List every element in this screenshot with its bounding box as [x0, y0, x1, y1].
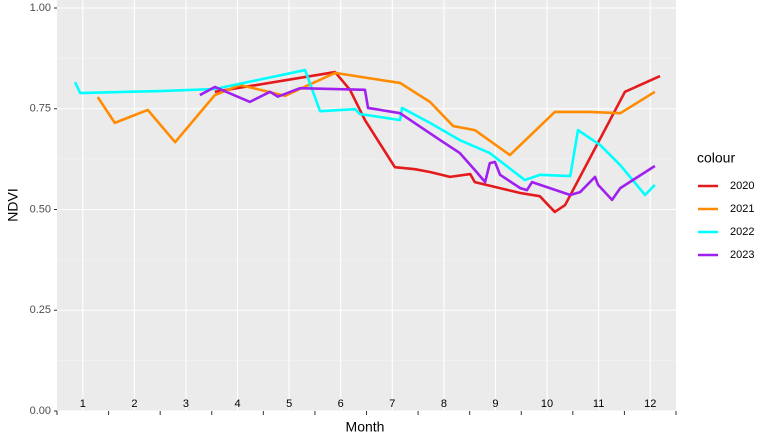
- y-tick-label: 0.75: [30, 103, 51, 115]
- data-line: [96, 71, 656, 157]
- x-tick-label: 12: [644, 398, 656, 410]
- y-axis-title: NDVI: [5, 188, 21, 221]
- x-tick-label: 6: [338, 398, 344, 410]
- y-tick-label: 1.00: [30, 2, 51, 14]
- legend-title: colour: [697, 150, 735, 166]
- y-tick-label: 0.50: [30, 203, 51, 215]
- legend-label: 2022: [730, 226, 754, 238]
- x-tick-label: 9: [492, 398, 498, 410]
- legend-label: 2023: [730, 249, 754, 261]
- x-axis-title: Month: [346, 419, 385, 435]
- data-line: [73, 68, 656, 197]
- x-tick-label: 8: [441, 398, 447, 410]
- x-tick-label: 3: [183, 398, 189, 410]
- legend-label: 2021: [730, 203, 754, 215]
- x-tick-label: 10: [541, 398, 553, 410]
- x-tick-label: 11: [593, 398, 604, 410]
- legend-label: 2020: [730, 180, 754, 192]
- data-line: [214, 70, 661, 214]
- x-tick-label: 2: [131, 398, 137, 410]
- y-tick-label: 0.25: [30, 304, 51, 316]
- x-tick-label: 1: [80, 398, 86, 410]
- panel: [57, 0, 676, 411]
- data-line: [199, 85, 656, 202]
- y-tick-label: 0.00: [30, 405, 51, 417]
- x-tick-label: 7: [389, 398, 395, 410]
- x-tick-label: 4: [234, 398, 240, 410]
- x-tick-label: 5: [286, 398, 292, 410]
